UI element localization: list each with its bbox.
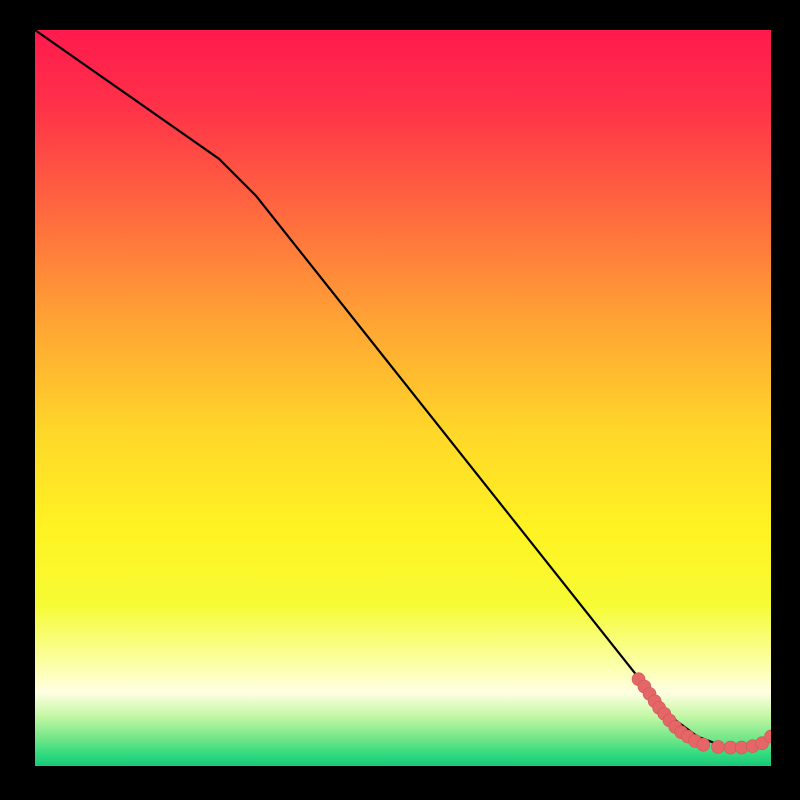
data-marker: [697, 738, 710, 751]
data-marker: [712, 740, 725, 753]
watermark-text: TheBottleneck.com: [575, 4, 763, 30]
plot-area: [35, 30, 771, 766]
chart-container: TheBottleneck.com: [0, 0, 800, 800]
bottleneck-curve: [35, 30, 771, 748]
data-markers: [632, 673, 771, 754]
curve-layer: [35, 30, 771, 766]
